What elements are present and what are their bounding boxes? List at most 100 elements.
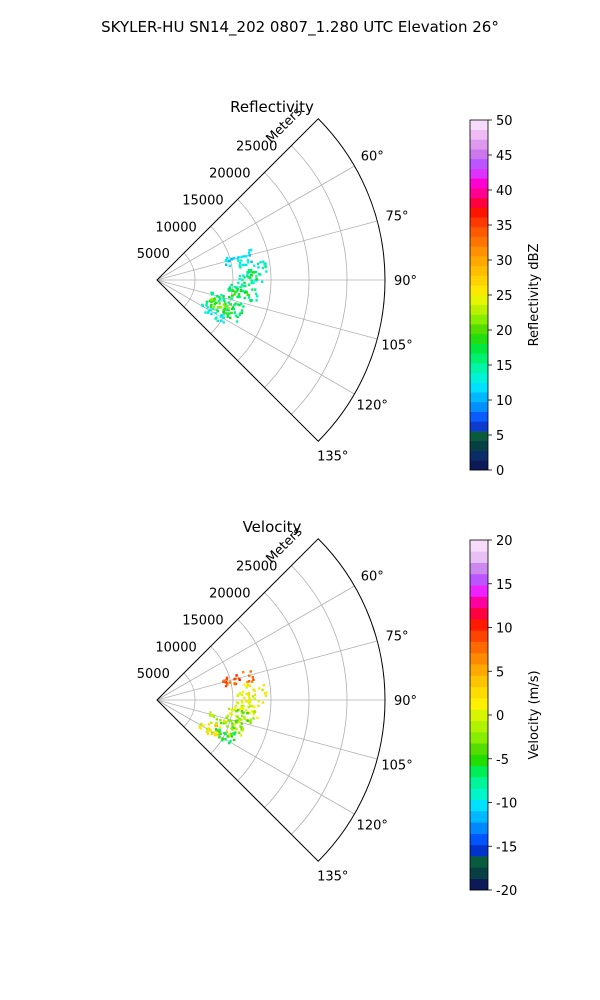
- radar-gate: [222, 312, 225, 316]
- radar-gate: [246, 712, 249, 715]
- radar-gate: [238, 262, 242, 265]
- radar-gate: [247, 706, 250, 709]
- radar-gate: [238, 731, 241, 734]
- radial-tick-label: 25000: [236, 140, 277, 155]
- radar-gate: [240, 706, 244, 709]
- radar-gate: [224, 684, 228, 688]
- colorbar-label: Velocity (m/s): [527, 670, 542, 759]
- colorbar-swatch: [470, 178, 488, 189]
- radar-gate: [252, 717, 255, 720]
- radar-gate: [238, 313, 241, 316]
- colorbar-swatch: [470, 810, 488, 823]
- radar-gate: [249, 299, 253, 302]
- radar-gate: [261, 688, 264, 692]
- radar-gate: [233, 731, 237, 735]
- radar-gate: [219, 719, 222, 722]
- radar-gate: [235, 710, 238, 713]
- radar-gate: [246, 275, 249, 278]
- colorbar-tick-label: -10: [496, 797, 517, 812]
- radar-gate: [250, 281, 253, 284]
- radar-gate: [247, 251, 251, 255]
- radar-gate: [232, 289, 235, 292]
- radar-gate: [248, 680, 251, 683]
- radar-gate: [246, 293, 249, 296]
- colorbar-swatch: [470, 295, 488, 306]
- radar-gate: [230, 735, 233, 738]
- radar-gate: [215, 729, 218, 732]
- radar-gate: [237, 293, 241, 296]
- radar-gate: [200, 722, 203, 726]
- colorbar-swatch: [470, 867, 488, 880]
- radar-gate: [241, 283, 244, 286]
- radar-gate: [218, 302, 221, 305]
- radar-gate: [235, 320, 239, 323]
- radar-gate: [265, 691, 268, 694]
- colorbar-swatch: [470, 226, 488, 237]
- radar-gate: [248, 702, 251, 705]
- colorbar-tick-label: 30: [496, 254, 513, 269]
- radar-gate: [242, 285, 245, 288]
- radar-gate: [231, 725, 234, 728]
- radar-gate: [233, 303, 236, 307]
- radar-gate: [229, 739, 232, 743]
- radar-gate: [212, 714, 215, 717]
- radar-gate: [216, 319, 219, 322]
- radar-gate: [209, 711, 212, 714]
- radar-gate: [246, 683, 249, 686]
- radar-gate: [198, 725, 201, 728]
- radar-gate: [230, 727, 233, 730]
- azimuth-gridline: [156, 279, 355, 395]
- colorbar-swatch: [470, 129, 488, 140]
- colorbar-swatch: [470, 236, 488, 247]
- colorbar-swatch: [470, 275, 488, 286]
- colorbar-swatch: [470, 844, 488, 857]
- radar-gate: [222, 295, 225, 298]
- radar-gate: [243, 263, 246, 266]
- radar-gate: [251, 271, 255, 274]
- colorbar-swatch: [470, 421, 488, 432]
- radar-gate: [225, 312, 228, 315]
- radar-gate: [207, 723, 211, 726]
- radar-gate: [262, 260, 265, 263]
- radar-gate: [253, 693, 257, 696]
- radar-gate: [233, 682, 237, 686]
- colorbar-swatch: [470, 652, 488, 665]
- colorbar-swatch: [470, 363, 488, 374]
- radar-gate: [228, 741, 231, 745]
- azimuth-gridline: [156, 585, 355, 701]
- radar-gate: [242, 305, 245, 308]
- colorbar-swatch: [470, 120, 488, 131]
- radar-gate: [235, 286, 238, 289]
- radar-gate: [236, 694, 239, 698]
- colorbar-tick-label: 40: [496, 184, 513, 199]
- radar-gate: [209, 729, 212, 732]
- radar-gate: [252, 695, 255, 698]
- colorbar-swatch: [470, 720, 488, 733]
- colorbar-tick-label: -5: [496, 753, 509, 768]
- radar-gate: [213, 302, 216, 305]
- radar-gate: [243, 717, 246, 721]
- radar-gate: [226, 714, 230, 718]
- radar-gate: [213, 298, 216, 302]
- radar-gate: [242, 274, 245, 277]
- radar-gate: [240, 718, 243, 721]
- radar-gate: [226, 315, 229, 318]
- radar-gate: [236, 315, 239, 319]
- colorbar-tick-label: 5: [496, 429, 504, 444]
- colorbar-swatch: [470, 777, 488, 789]
- radar-gate: [210, 714, 213, 717]
- radar-gate: [228, 264, 231, 268]
- azimuth-gridline: [156, 699, 378, 760]
- colorbar-swatch: [470, 551, 488, 563]
- radar-gate: [252, 678, 255, 681]
- radar-gate: [218, 736, 221, 739]
- radar-gate: [206, 727, 209, 731]
- radar-gate: [224, 681, 227, 684]
- radar-gate: [214, 317, 217, 320]
- colorbar-swatch: [470, 641, 488, 654]
- radar-gate: [263, 262, 266, 265]
- azimuth-tick-label: 120°: [357, 398, 388, 413]
- radar-gate: [233, 708, 236, 712]
- radar-gate: [254, 292, 258, 295]
- radar-gate: [248, 697, 251, 701]
